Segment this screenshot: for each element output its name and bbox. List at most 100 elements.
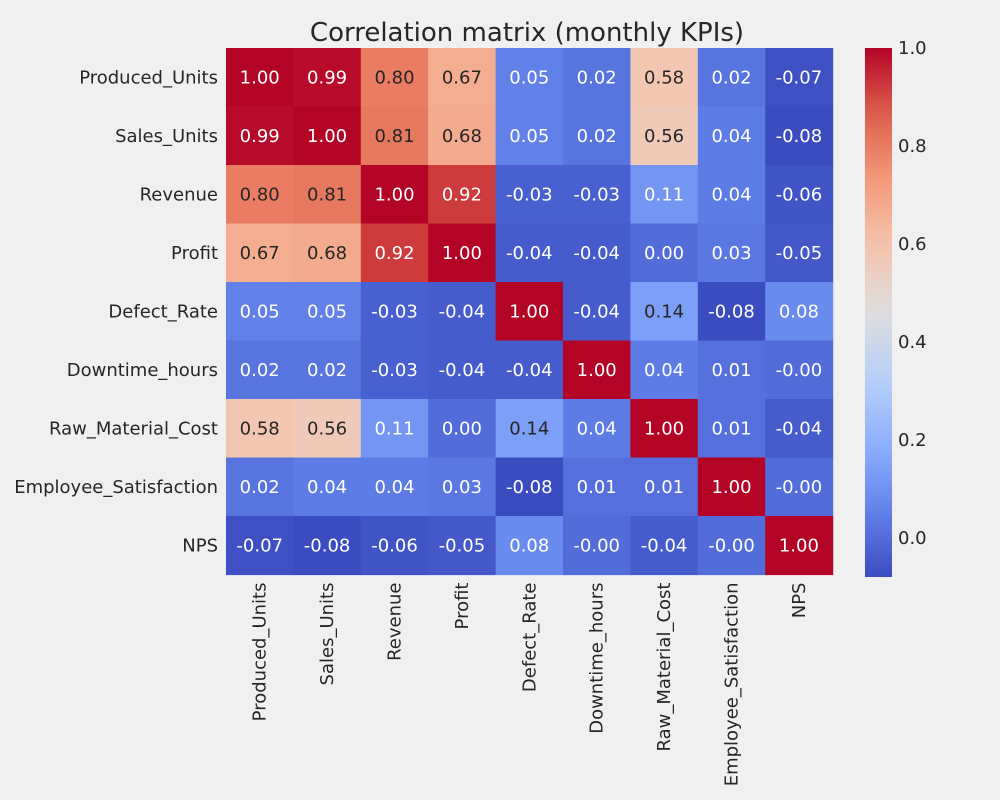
- cell-value-label: 0.04: [577, 418, 617, 439]
- heatmap-cell: [226, 48, 294, 108]
- heatmap-cell: [563, 48, 631, 108]
- heatmap-cell: [360, 340, 429, 400]
- heatmap-cell: [293, 399, 362, 459]
- cell-value-label: -0.04: [439, 301, 486, 322]
- heatmap-cell: [563, 457, 631, 517]
- heatmap-cell: [428, 516, 497, 576]
- heatmap-cell: [563, 282, 631, 342]
- cell-value-label: 0.01: [711, 418, 751, 439]
- cell-value-label: 1.00: [779, 535, 819, 556]
- heatmap-cell: [495, 340, 564, 400]
- cell-value-label: 0.68: [307, 243, 347, 264]
- column-tick-labels: Produced_Units Sales_Units Revenue Profit De…: [250, 583, 810, 787]
- cell-value-label: 0.02: [577, 126, 617, 147]
- cell-value-label: -0.04: [776, 418, 823, 439]
- heatmap-cell: [428, 282, 497, 342]
- cell-value-label: 0.14: [509, 418, 549, 439]
- cell-value-label: 0.02: [711, 67, 751, 88]
- heatmap-cell: [293, 48, 362, 108]
- cell-value-label: -0.03: [573, 184, 620, 205]
- heatmap-cell: [630, 48, 699, 108]
- heatmap-cell: [495, 223, 564, 283]
- heatmap-cell: [630, 106, 699, 166]
- row-tick-label: Revenue: [140, 184, 218, 205]
- cell-value-label: 0.05: [240, 301, 280, 322]
- cell-value-label: 0.81: [374, 126, 414, 147]
- heatmap-cell: [697, 516, 766, 576]
- heatmap-cell: [293, 340, 362, 400]
- heatmap-cell: [765, 106, 834, 166]
- cell-value-label: 1.00: [644, 418, 684, 439]
- heatmap-cell: [697, 340, 766, 400]
- colorbar-tick-label: 0.2: [898, 430, 927, 451]
- cell-value-label: 0.04: [374, 477, 414, 498]
- cell-value-label: -0.04: [573, 301, 620, 322]
- cell-value-label: 0.58: [240, 418, 280, 439]
- cell-value-label: -0.08: [776, 126, 823, 147]
- colorbar-tick-label: 0.0: [898, 528, 927, 549]
- heatmap-cell: [630, 399, 699, 459]
- heatmap-cell: [697, 399, 766, 459]
- heatmap-cell: [697, 48, 766, 108]
- heatmap-cell: [495, 516, 564, 576]
- heatmap-cell: [293, 165, 362, 225]
- colorbar-tick-label: 1.0: [898, 38, 927, 59]
- heatmap-cell: [630, 340, 699, 400]
- cell-value-label: -0.03: [506, 184, 553, 205]
- heatmap-cell: [226, 516, 294, 576]
- row-tick-label: Produced_Units: [79, 67, 218, 88]
- cell-value-label: -0.00: [776, 360, 823, 381]
- cell-value-label: -0.04: [641, 535, 688, 556]
- heatmap-cell: [697, 165, 766, 225]
- colorbar-tick-label: 0.4: [898, 332, 927, 353]
- cell-value-label: -0.07: [236, 535, 283, 556]
- colorbar-tick-label: 0.6: [898, 234, 927, 255]
- heatmap-cell: [630, 516, 699, 576]
- heatmap-cell: [428, 106, 497, 166]
- column-tick-label: Raw_Material_Cost: [654, 583, 675, 752]
- heatmap-cell: [428, 457, 497, 517]
- cell-value-label: 0.01: [711, 360, 751, 381]
- heatmap-cell: [293, 282, 362, 342]
- cell-value-label: 0.03: [442, 477, 482, 498]
- cell-value-label: 0.05: [509, 126, 549, 147]
- cell-value-label: 0.00: [442, 418, 482, 439]
- heatmap-cell: [293, 223, 362, 283]
- heatmap-cell: [428, 48, 497, 108]
- chart-title: Correlation matrix (monthly KPIs): [310, 18, 744, 48]
- column-tick-label: Profit: [452, 583, 473, 630]
- cell-value-label: -0.00: [573, 535, 620, 556]
- heatmap-cell: [630, 165, 699, 225]
- cell-value-label: 0.02: [240, 477, 280, 498]
- cell-value-label: -0.05: [776, 243, 823, 264]
- cell-value-label: -0.00: [776, 477, 823, 498]
- heatmap-cell: [226, 106, 294, 166]
- cell-value-label: 0.04: [711, 126, 751, 147]
- heatmap-cell: [630, 457, 699, 517]
- cell-value-label: 0.02: [240, 360, 280, 381]
- cell-value-label: 0.02: [307, 360, 347, 381]
- column-tick-label: Defect_Rate: [519, 583, 540, 693]
- heatmap-cell: [293, 106, 362, 166]
- heatmap-cell: [765, 457, 834, 517]
- heatmap-cell: [563, 340, 631, 400]
- heatmap-cell: [360, 457, 429, 517]
- cell-value-label: 1.00: [307, 126, 347, 147]
- heatmap-cell: [360, 106, 429, 166]
- heatmap-cell: [630, 223, 699, 283]
- heatmap-cell: [765, 165, 834, 225]
- heatmap-cell: [293, 516, 362, 576]
- cell-value-label: 0.67: [442, 67, 482, 88]
- cell-value-label: -0.08: [708, 301, 755, 322]
- heatmap-cell: [226, 223, 294, 283]
- row-tick-label: Profit: [171, 243, 218, 264]
- heatmap-cell: [495, 106, 564, 166]
- heatmap-cell: [765, 399, 834, 459]
- cell-value-label: 0.04: [644, 360, 684, 381]
- cell-value-label: 0.00: [644, 243, 684, 264]
- column-tick-label: Employee_Satisfaction: [722, 583, 743, 787]
- heatmap-cell: [428, 399, 497, 459]
- cell-value-label: -0.07: [776, 67, 823, 88]
- heatmap-cell: [495, 165, 564, 225]
- row-tick-label: Sales_Units: [115, 126, 218, 147]
